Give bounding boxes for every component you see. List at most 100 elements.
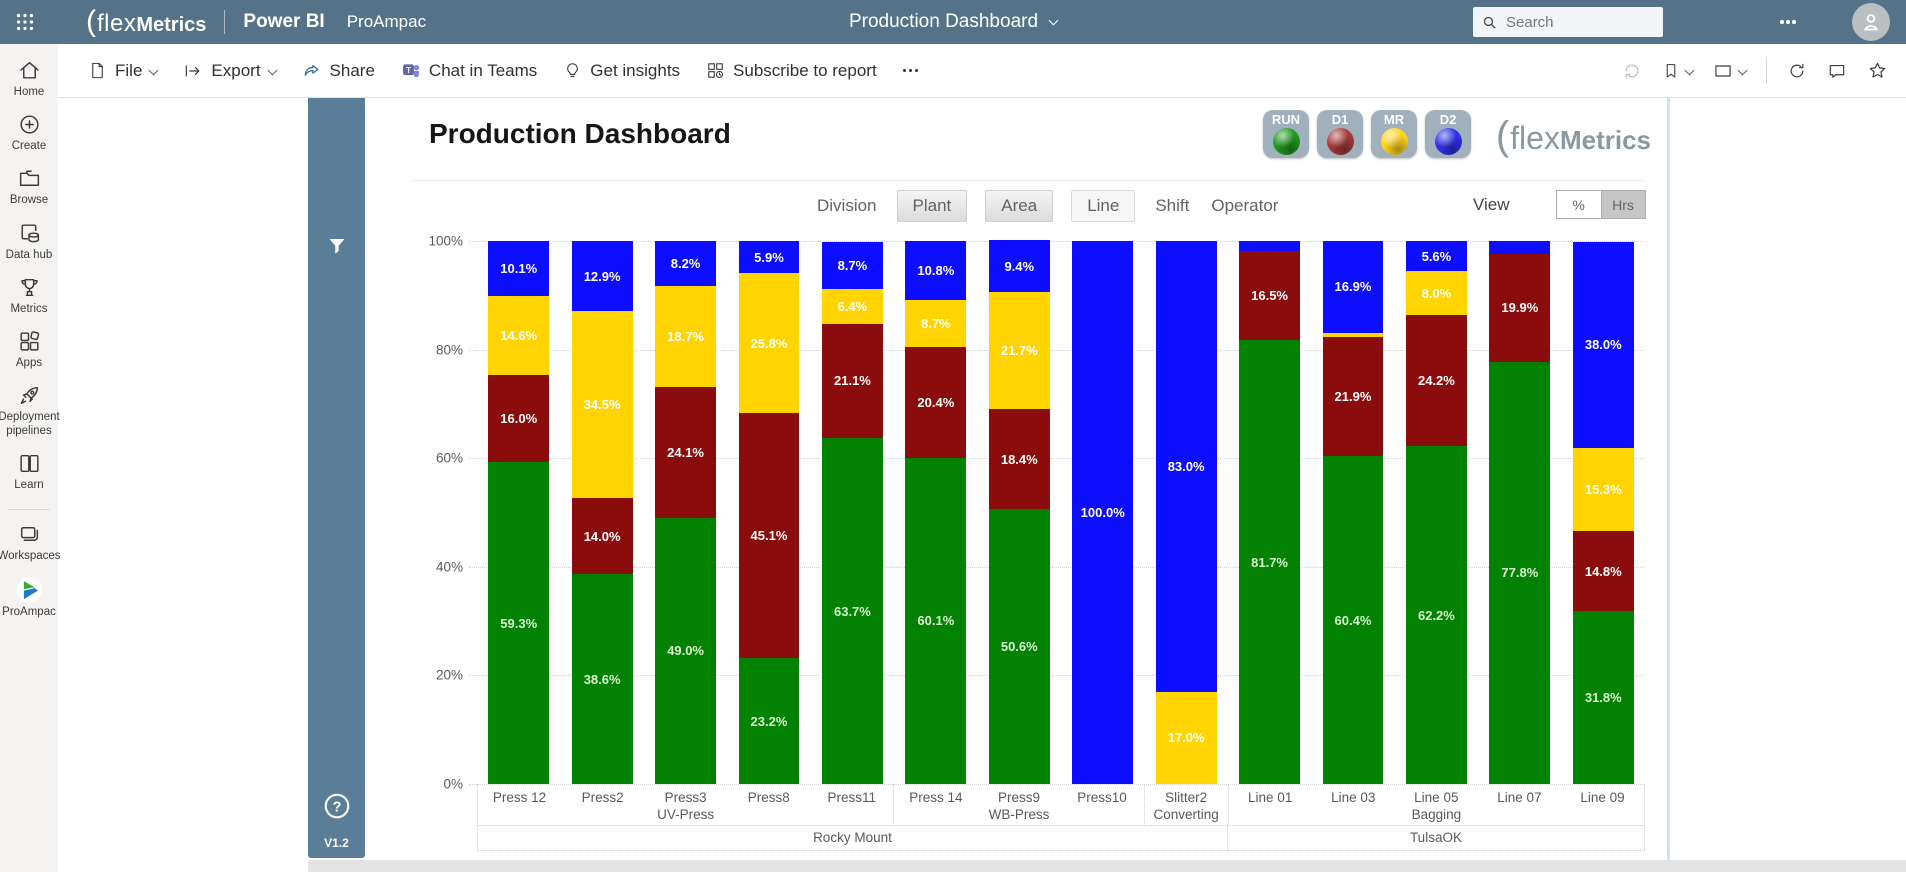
bar-segment-d1[interactable]: 16.0% <box>488 375 550 463</box>
bar-segment-run[interactable]: 60.4% <box>1322 456 1384 784</box>
bar-segment-d2[interactable]: 5.9% <box>738 241 800 274</box>
bar-segment-d2[interactable]: 83.0% <box>1155 241 1217 692</box>
sidebar-item-label: Learn <box>14 478 44 491</box>
bar-segment-run[interactable]: 77.8% <box>1489 361 1551 784</box>
bar-segment-d1[interactable]: 14.0% <box>571 498 633 575</box>
bar-segment-mr[interactable]: 25.8% <box>738 273 800 414</box>
bar-segment-run[interactable]: 59.3% <box>488 462 550 784</box>
share-button[interactable]: Share <box>302 61 375 81</box>
bar-segment-d1[interactable]: 24.1% <box>655 387 717 518</box>
toggle-hours[interactable]: Hrs <box>1600 190 1646 219</box>
sidebar-item-workspaces[interactable]: Workspaces <box>0 522 61 563</box>
bar-segment-d2[interactable]: 8.7% <box>821 241 883 289</box>
bar-segment-d2[interactable]: 9.4% <box>988 240 1050 292</box>
get-insights-button[interactable]: Get insights <box>563 61 680 81</box>
bar-segment-d1[interactable]: 21.1% <box>821 323 883 439</box>
bar-segment-d1[interactable]: 20.4% <box>905 346 967 458</box>
y-tick-label: 0% <box>443 776 463 792</box>
bar-segment-d2[interactable]: 100.0% <box>1072 241 1134 784</box>
bar-segment-d2[interactable]: 8.2% <box>655 241 717 286</box>
search-input[interactable] <box>1506 13 1646 31</box>
sidebar-item-apps[interactable]: Apps <box>0 329 58 370</box>
sidebar-item-data-hub[interactable]: Data hub <box>0 221 58 262</box>
bar-segment-run[interactable]: 49.0% <box>655 517 717 784</box>
bar-segment-d1[interactable]: 45.1% <box>738 413 800 659</box>
logo-paren: ( <box>86 5 96 38</box>
filter-plant-button[interactable]: Plant <box>896 190 968 222</box>
page-title-dropdown[interactable]: Production Dashboard <box>849 11 1059 33</box>
filter-operator[interactable]: Operator <box>1211 196 1279 215</box>
toolbar-more-icon[interactable] <box>902 68 907 73</box>
more-options-icon[interactable] <box>1780 20 1796 24</box>
sidebar-item-home[interactable]: Home <box>0 58 58 99</box>
bar-segment-mr[interactable]: 34.5% <box>571 311 633 499</box>
export-menu[interactable]: Export <box>183 61 277 81</box>
bar-segment-d1[interactable]: 18.4% <box>988 409 1050 510</box>
bar-segment-d2[interactable]: 12.9% <box>571 241 633 312</box>
sidebar-item-proampac[interactable]: ProAmpac <box>0 576 58 619</box>
bar-segment-mr[interactable]: 6.4% <box>821 288 883 324</box>
filter-division[interactable]: Division <box>817 196 877 215</box>
sidebar-item-learn[interactable]: Learn <box>0 451 58 492</box>
bar-segment-mr[interactable]: 17.0% <box>1155 691 1217 784</box>
bar-segment-mr[interactable]: 18.7% <box>655 285 717 388</box>
bar-segment-d2[interactable]: 5.6% <box>1405 241 1467 272</box>
favorite-button[interactable] <box>1867 60 1888 81</box>
bar-segment-d1[interactable]: 19.9% <box>1489 253 1551 362</box>
help-icon[interactable]: ? <box>322 791 352 826</box>
app-launcher-icon[interactable] <box>12 9 38 35</box>
bookmark-menu[interactable] <box>1662 62 1695 80</box>
bar-segment-d2[interactable]: 10.8% <box>905 241 967 300</box>
bar-segment-run[interactable]: 50.6% <box>988 509 1050 784</box>
bar-segment-run[interactable]: 38.6% <box>571 574 633 784</box>
legend-button-mr[interactable]: MR <box>1371 110 1417 158</box>
search-box[interactable] <box>1473 7 1663 37</box>
refresh-button[interactable] <box>1787 61 1807 81</box>
plant-axis: Rocky Mount TulsaOK <box>477 826 1645 851</box>
bar-segment-d2[interactable]: 16.9% <box>1322 241 1384 333</box>
view-menu[interactable] <box>1713 61 1748 81</box>
bar-segment-mr[interactable]: 14.6% <box>488 295 550 376</box>
avatar[interactable] <box>1852 3 1890 41</box>
legend-button-d2[interactable]: D2 <box>1425 110 1471 158</box>
bar-segment-d2[interactable]: 10.1% <box>488 241 550 296</box>
chat-in-teams-button[interactable]: T Chat in Teams <box>401 61 537 81</box>
sidebar-item-create[interactable]: Create <box>0 112 58 153</box>
legend-button-d1[interactable]: D1 <box>1317 110 1363 158</box>
apps-icon <box>19 331 39 351</box>
bar-segment-d2[interactable]: 38.0% <box>1572 241 1634 448</box>
bar-segment-d2[interactable] <box>1239 241 1301 251</box>
bar-segment-d1[interactable]: 21.9% <box>1322 337 1384 457</box>
x-axis-line-label: Press9 <box>997 790 1040 805</box>
bar-segment-d2[interactable] <box>1489 241 1551 254</box>
bar-segment-mr[interactable]: 8.0% <box>1405 271 1467 315</box>
report-area: ? V1.2 Production Dashboard RUN D1 MR D2 <box>58 98 1906 872</box>
bar-segment-run[interactable]: 62.2% <box>1405 446 1467 784</box>
filter-area-button[interactable]: Area <box>985 190 1054 222</box>
bar-segment-run[interactable]: 63.7% <box>821 438 883 784</box>
sidebar-item-deployment-pipelines[interactable]: Deployment pipelines <box>0 383 60 437</box>
toggle-percent[interactable]: % <box>1555 190 1601 219</box>
bar-segment-run[interactable]: 31.8% <box>1572 611 1634 784</box>
bar-segment-mr[interactable] <box>1322 332 1384 338</box>
sidebar-item-metrics[interactable]: Metrics <box>0 275 58 316</box>
subscribe-button[interactable]: Subscribe to report <box>706 61 877 81</box>
legend-button-run[interactable]: RUN <box>1263 110 1309 158</box>
sidebar-item-label: Data hub <box>5 248 53 261</box>
bar-segment-mr[interactable]: 21.7% <box>988 291 1050 410</box>
bar-segment-run[interactable]: 81.7% <box>1239 340 1301 784</box>
bar-segment-d1[interactable]: 24.2% <box>1405 314 1467 447</box>
bar-segment-mr[interactable]: 15.3% <box>1572 447 1634 531</box>
bar-segment-run[interactable]: 60.1% <box>905 457 967 784</box>
bar-segment-d1[interactable]: 14.8% <box>1572 530 1634 612</box>
filter-line-button[interactable]: Line <box>1071 190 1136 222</box>
refresh-icon <box>1790 63 1804 77</box>
sidebar-item-browse[interactable]: Browse <box>0 166 58 207</box>
filter-shift[interactable]: Shift <box>1155 196 1190 215</box>
filter-funnel-icon[interactable] <box>325 234 349 263</box>
bar-segment-mr[interactable]: 8.7% <box>905 299 967 347</box>
bar-segment-run[interactable]: 23.2% <box>738 658 800 784</box>
comments-button[interactable] <box>1827 61 1847 81</box>
bar-segment-d1[interactable]: 16.5% <box>1239 250 1301 341</box>
file-menu[interactable]: File <box>88 61 159 81</box>
